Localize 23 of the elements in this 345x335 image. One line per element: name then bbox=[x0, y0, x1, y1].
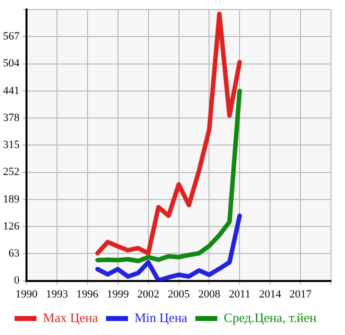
legend-label: Сред.Цена, т.йен bbox=[224, 310, 317, 325]
y-tick-label: 252 bbox=[3, 166, 20, 178]
x-tick-label: 1999 bbox=[106, 288, 130, 300]
legend-label: Min Цена bbox=[134, 310, 188, 325]
x-tick-label: 2002 bbox=[137, 288, 160, 300]
y-tick-label: 378 bbox=[3, 112, 20, 124]
x-tick-label: 1990 bbox=[16, 288, 38, 300]
y-tick-label: 189 bbox=[3, 193, 20, 206]
y-tick-label: 567 bbox=[3, 30, 20, 43]
x-tick-label: 2008 bbox=[198, 288, 221, 300]
legend-label: Max Цена bbox=[43, 310, 98, 325]
y-tick-label: 63 bbox=[8, 248, 20, 260]
y-tick-label: 315 bbox=[3, 139, 20, 152]
x-tick-label: 2005 bbox=[168, 288, 190, 300]
x-tick-label: 2014 bbox=[259, 288, 282, 300]
y-tick-label: 504 bbox=[3, 58, 20, 70]
x-tick-label: 2017 bbox=[290, 288, 312, 300]
y-tick-label: 0 bbox=[14, 274, 20, 287]
y-tick-label: 126 bbox=[3, 220, 20, 232]
x-tick-label: 2011 bbox=[228, 288, 250, 300]
x-tick-label: 1993 bbox=[46, 288, 68, 300]
x-tick-label: 1996 bbox=[76, 288, 99, 300]
y-tick-label: 441 bbox=[3, 84, 20, 97]
